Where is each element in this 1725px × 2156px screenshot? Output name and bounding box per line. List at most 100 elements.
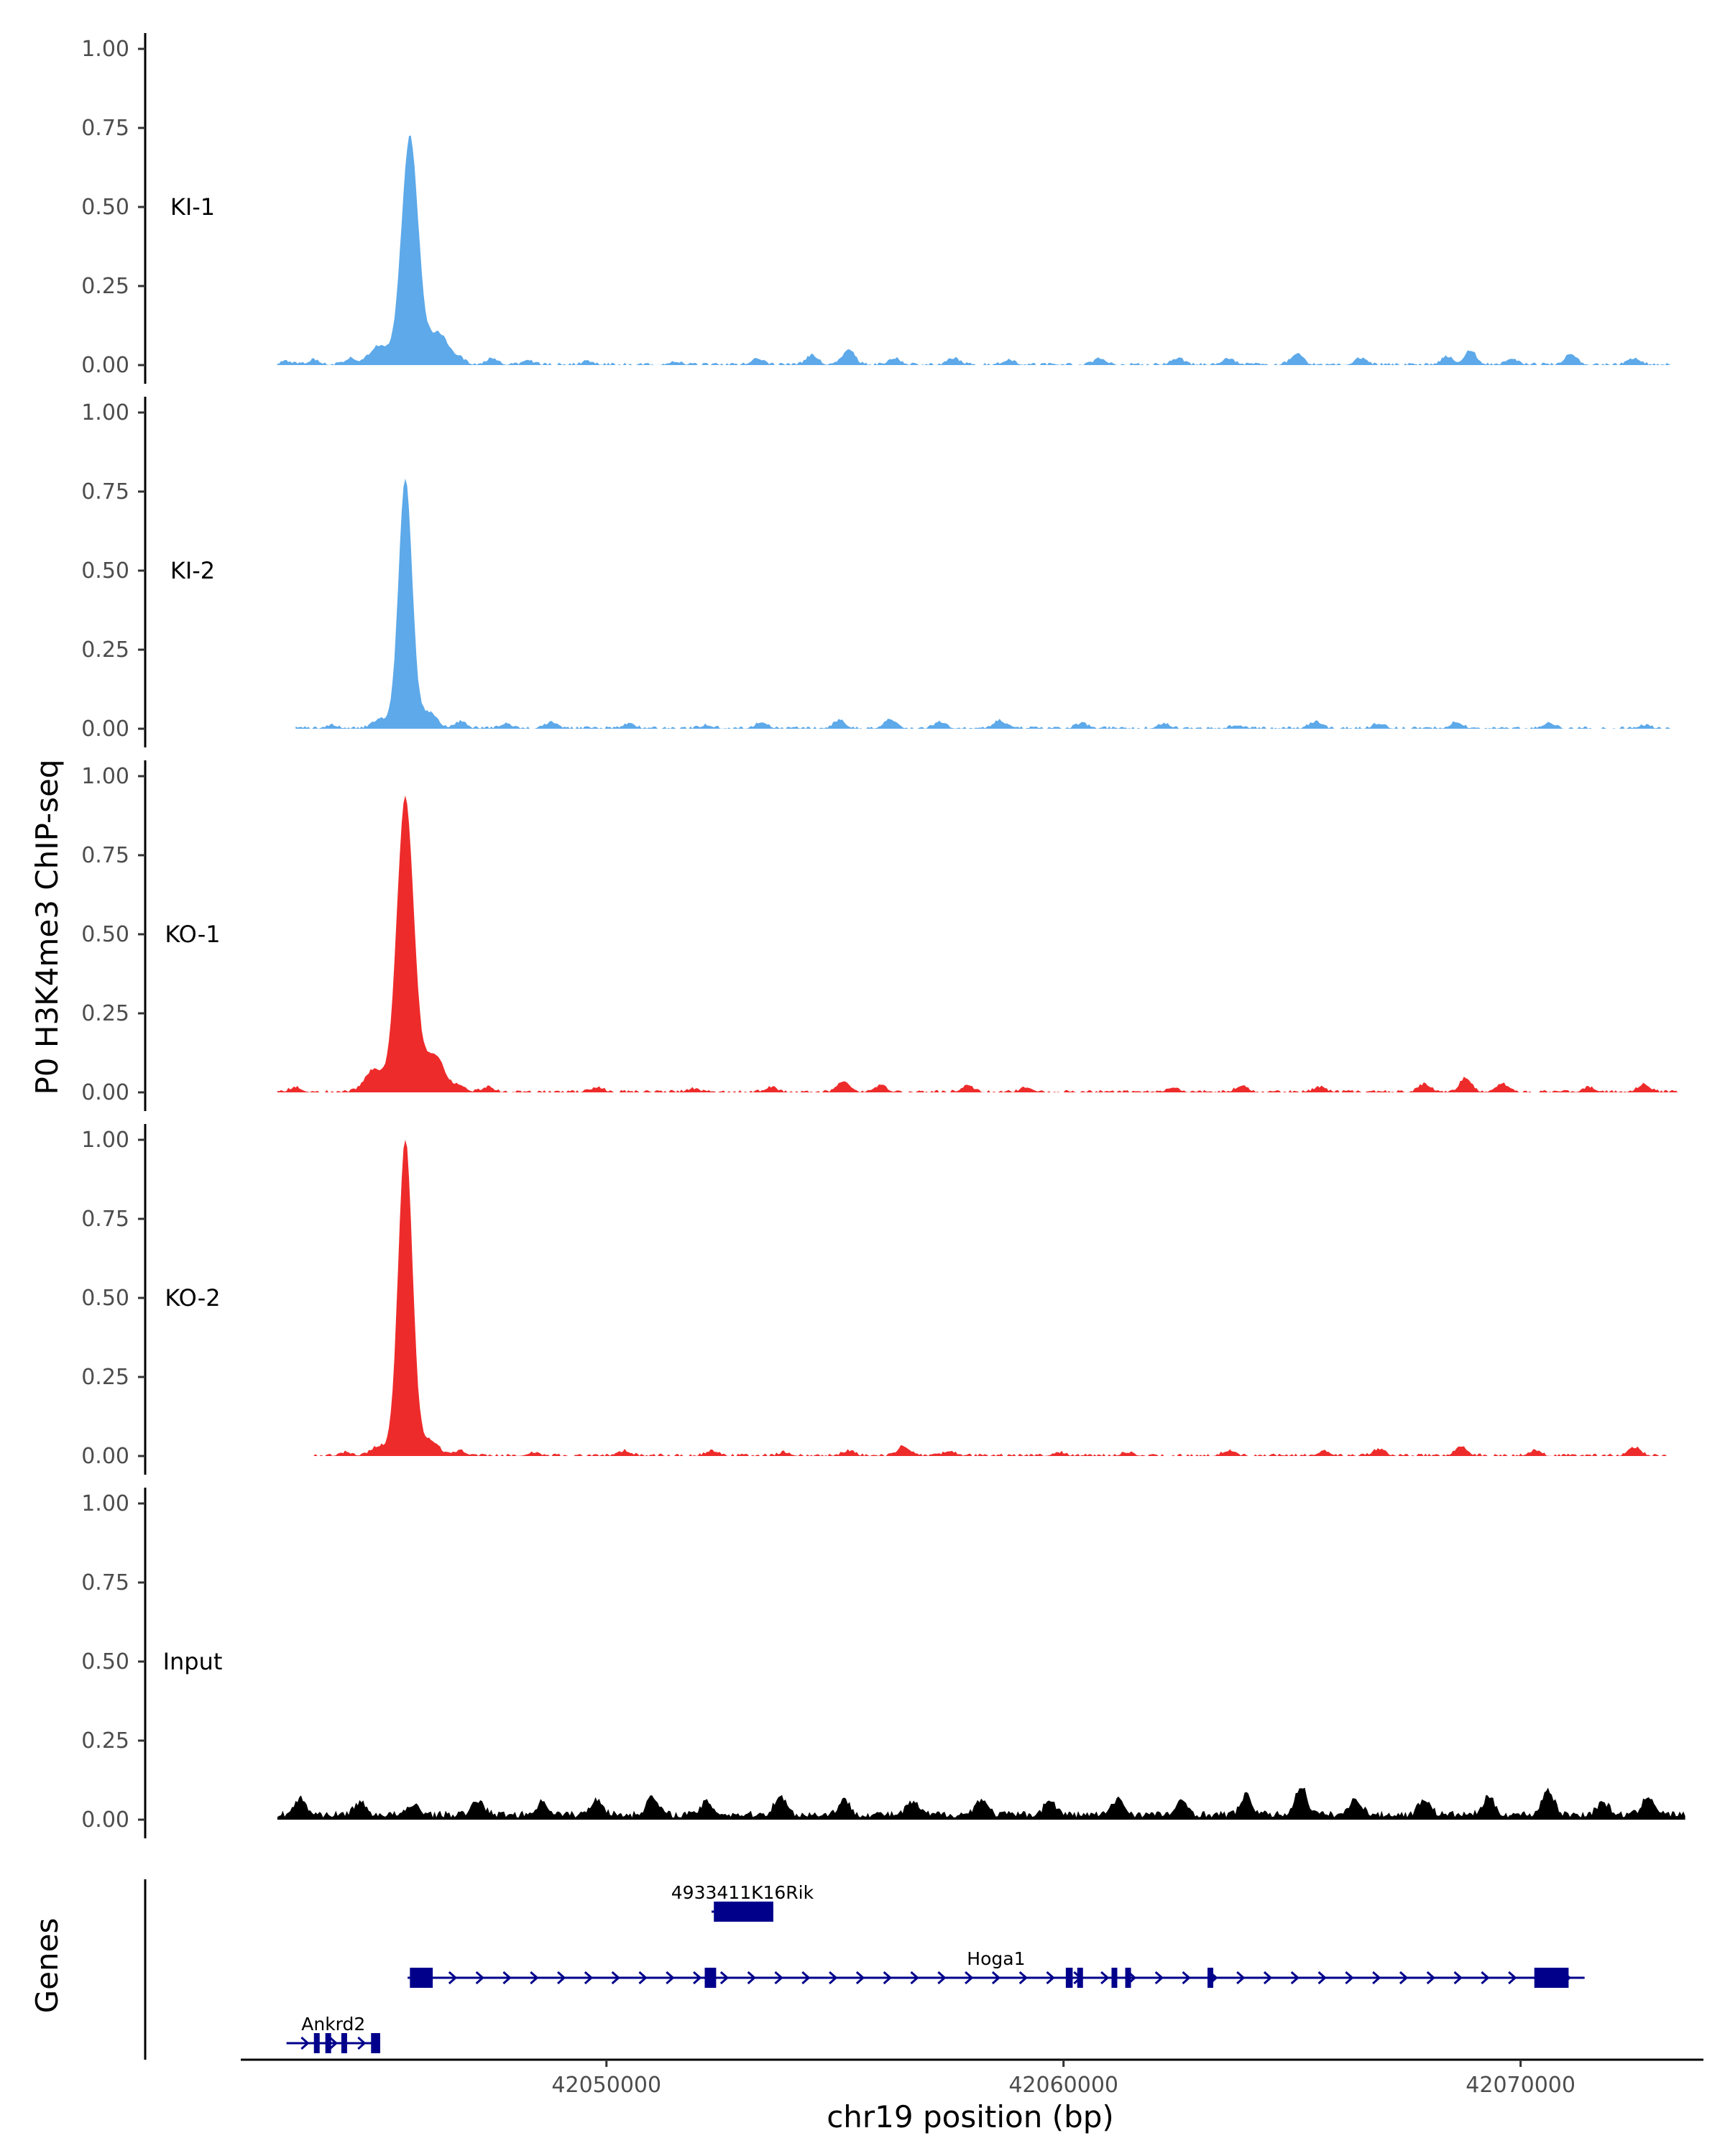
x-tick-label: 42060000 (1008, 2073, 1118, 2098)
exon-block (325, 2033, 331, 2053)
x-axis-title: chr19 position (bp) (827, 2099, 1114, 2134)
strand-chevron (693, 1971, 702, 1985)
y-tick-label: 0.00 (81, 1807, 129, 1833)
exon-block (341, 2033, 347, 2053)
strand-chevron (1426, 1971, 1435, 1985)
y-tick-label: 0.75 (81, 479, 129, 505)
y-tick-label: 0.25 (81, 1728, 129, 1754)
exon-block (1534, 1968, 1569, 1988)
y-tick-label: 0.25 (81, 1001, 129, 1026)
strand-chevron (1372, 1971, 1381, 1985)
y-tick-label: 1.00 (81, 764, 129, 789)
exon-block (1208, 1968, 1214, 1988)
y-tick-label: 0.00 (81, 1444, 129, 1469)
strand-chevron (1046, 1971, 1055, 1985)
y-tick-label: 1.00 (81, 1491, 129, 1516)
strand-chevron (475, 1971, 484, 1985)
y-tick-label: 1.00 (81, 400, 129, 425)
strand-chevron (1317, 1971, 1327, 1985)
y-tick-label: 0.00 (81, 717, 129, 742)
panel-label: KO-1 (165, 921, 220, 948)
y-axis-title: P0 H3K4me3 ChIP-seq (29, 759, 65, 1095)
signal-area-input (277, 1787, 1685, 1820)
strand-chevron (300, 2036, 310, 2050)
signal-area-ko-1 (277, 795, 1680, 1092)
strand-chevron (1018, 1971, 1028, 1985)
strand-chevron (1345, 1971, 1354, 1985)
exon-block (1077, 1968, 1083, 1988)
y-tick-label: 0.25 (81, 1365, 129, 1390)
strand-chevron (747, 1971, 756, 1985)
strand-chevron (611, 1971, 620, 1985)
panel-label: Input (163, 1648, 223, 1675)
y-tick-label: 0.50 (81, 558, 129, 584)
strand-chevron (502, 1971, 512, 1985)
strand-chevron (357, 2036, 367, 2050)
strand-chevron (1290, 1971, 1300, 1985)
strand-chevron (328, 2036, 339, 2050)
signal-tracks: 1.00 0.75 0.50 0.25 0.00 KI-1 1.00 0.75 0.50 0.25… (81, 33, 1685, 1838)
y-tick-label: 0.75 (81, 843, 129, 868)
panel-label: KO-2 (165, 1284, 220, 1312)
strand-chevron (965, 1971, 974, 1985)
y-tick-label: 0.50 (81, 195, 129, 220)
strand-chevron (530, 1971, 539, 1985)
gene-annotation-track: 4933411K16Rik Hoga1 Ankrd2 (144, 1879, 1585, 2060)
strand-chevron (1453, 1971, 1463, 1985)
y-tick-label: 0.75 (81, 1207, 129, 1232)
exon-block (371, 2033, 380, 2053)
strand-chevron (1481, 1971, 1490, 1985)
exon-block (1111, 1968, 1118, 1988)
x-tick-label: 42070000 (1466, 2073, 1576, 2098)
track-ki-1: 1.00 0.75 0.50 0.25 0.00 KI-1 (81, 33, 1671, 384)
exon-block (410, 1968, 433, 1988)
y-tick-label: 1.00 (81, 37, 129, 62)
strand-chevron (638, 1971, 648, 1985)
gene-label: Ankrd2 (301, 2014, 365, 2035)
gene-label: 4933411K16Rik (671, 1882, 814, 1903)
y-tick-label: 0.75 (81, 1570, 129, 1595)
panel-label: KI-1 (170, 193, 215, 221)
x-tick-label: 42050000 (551, 2073, 661, 2098)
signal-area-ki-1 (277, 135, 1671, 365)
exon-block (704, 1968, 717, 1988)
track-ko-1: 1.00 0.75 0.50 0.25 0.00 KO-1 (81, 760, 1680, 1111)
y-tick-label: 0.25 (81, 274, 129, 299)
track-ki-2: 1.00 0.75 0.50 0.25 0.00 KI-2 (81, 397, 1671, 747)
strand-chevron (584, 1971, 594, 1985)
strand-chevron (448, 1971, 458, 1985)
strand-chevron (1236, 1971, 1246, 1985)
strand-chevron (1154, 1971, 1164, 1985)
strand-chevron (1182, 1971, 1191, 1985)
y-tick-label: 0.50 (81, 1286, 129, 1311)
strand-chevron (774, 1971, 783, 1985)
exon-block (1125, 1968, 1131, 1988)
exon-block (1065, 1968, 1073, 1988)
y-tick-label: 0.50 (81, 1649, 129, 1674)
strand-chevron (557, 1971, 566, 1985)
y-tick-label: 0.25 (81, 637, 129, 663)
strand-chevron (910, 1971, 919, 1985)
y-tick-label: 0.50 (81, 922, 129, 947)
y-tick-label: 0.00 (81, 1080, 129, 1105)
strand-chevron (991, 1971, 1001, 1985)
strand-chevron (801, 1971, 811, 1985)
y-tick-label: 1.00 (81, 1128, 129, 1153)
strand-chevron (883, 1971, 892, 1985)
track-ko-2: 1.00 0.75 0.50 0.25 0.00 KO-2 (81, 1124, 1671, 1475)
strand-chevron (1100, 1971, 1110, 1985)
strand-chevron (1263, 1971, 1273, 1985)
exon-block (714, 1902, 773, 1922)
strand-chevron (1399, 1971, 1409, 1985)
gene-label: Hoga1 (967, 1948, 1025, 1969)
strand-chevron (829, 1971, 838, 1985)
y-tick-label: 0.75 (81, 116, 129, 141)
strand-chevron (1508, 1971, 1517, 1985)
x-axis: 42050000 42060000 42070000 (241, 2058, 1703, 2098)
exon-block (313, 2033, 320, 2053)
panel-label: KI-2 (170, 557, 215, 584)
strand-chevron (719, 1971, 730, 1985)
strand-chevron (937, 1971, 947, 1985)
strand-chevron (666, 1971, 675, 1985)
